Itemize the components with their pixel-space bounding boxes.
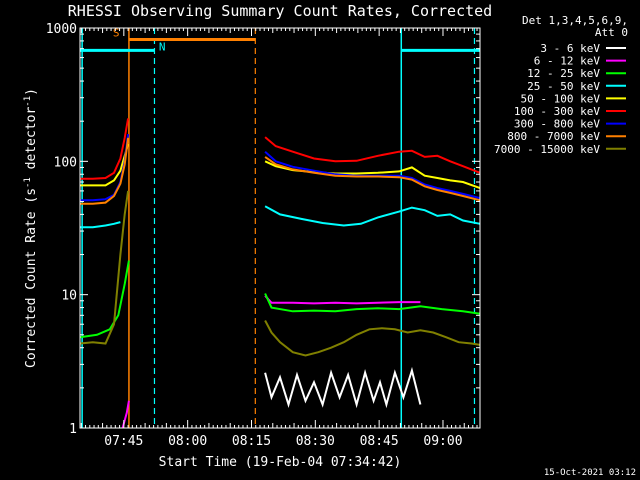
y-label-mid: detector <box>24 107 39 178</box>
x-tick-label: 08:30 <box>296 434 335 449</box>
y-label-main: Corrected Count Rate (s <box>24 188 39 368</box>
flag-annotation-n: N <box>159 40 166 53</box>
series-800-7000-kev <box>80 137 481 205</box>
chart-title: RHESSI Observing Summary Count Rates, Co… <box>68 2 492 20</box>
x-axis-label: Start Time (19-Feb-04 07:34:42) <box>159 455 402 470</box>
y-label-sup1: -1 <box>23 177 33 188</box>
y-label-end: ) <box>24 88 39 96</box>
series-line <box>80 221 121 229</box>
legend-entry-label: 7000 - 15000 keV <box>494 143 600 156</box>
x-tick-label: 07:45 <box>104 434 143 449</box>
y-axis-label: Corrected Count Rate (s-1 detector-1) <box>23 88 39 368</box>
x-tick-label: 08:45 <box>360 434 399 449</box>
series-line <box>264 156 481 202</box>
legend-entry-label: 300 - 800 keV <box>514 118 600 131</box>
legend-entry-label: 12 - 25 keV <box>527 67 600 80</box>
legend-entry-label: 25 - 50 keV <box>527 80 600 93</box>
legend-entry-label: 3 - 6 keV <box>540 42 600 55</box>
series-100-300-kev <box>80 118 481 180</box>
series-layer <box>79 118 481 429</box>
series-12-25-kev <box>79 260 481 339</box>
series-line <box>264 320 481 357</box>
plot-frame <box>79 27 481 429</box>
y-axis: 1 10 100 1000 <box>46 22 480 437</box>
y-tick-label: 1 <box>69 422 77 437</box>
legend-header-line: Att 0 <box>595 26 628 39</box>
series-3-6-kev <box>264 366 422 409</box>
legend-entry-label: 100 - 300 keV <box>514 105 600 118</box>
legend-entry-label: 50 - 100 keV <box>521 92 601 105</box>
timestamp: 15-Oct-2021 03:12 <box>544 468 636 478</box>
series-line <box>264 205 481 227</box>
series-line <box>80 137 130 205</box>
y-tick-label: 100 <box>54 155 77 170</box>
series-line <box>264 150 481 200</box>
series-line <box>264 293 481 315</box>
y-tick-label: 10 <box>61 289 77 304</box>
legend-entry-label: 6 - 12 keV <box>534 55 601 68</box>
series-line <box>79 190 130 345</box>
x-tick-label: 08:00 <box>168 434 207 449</box>
series-25-50-kev <box>80 205 481 229</box>
legend-entry-label: 800 - 7000 keV <box>507 130 600 143</box>
series-line <box>80 118 130 180</box>
legend-header-line: Det 1,3,4,5,6,9, <box>522 14 628 27</box>
x-axis: 07:45 08:00 08:15 08:30 08:45 09:00 <box>80 28 478 449</box>
flag-annotation-s: S <box>113 27 120 40</box>
series-line <box>79 260 130 339</box>
series-line <box>264 295 421 305</box>
x-tick-label: 09:00 <box>423 434 462 449</box>
y-tick-label: 1000 <box>46 22 77 37</box>
y-label-sup2: -1 <box>23 96 33 107</box>
x-tick-label: 08:15 <box>232 434 271 449</box>
series-6-12-kev <box>121 295 421 429</box>
observing-markers: SN <box>80 27 480 428</box>
series-7000-15000-kev <box>79 190 481 357</box>
series-line <box>264 366 422 409</box>
series-line <box>264 136 481 174</box>
